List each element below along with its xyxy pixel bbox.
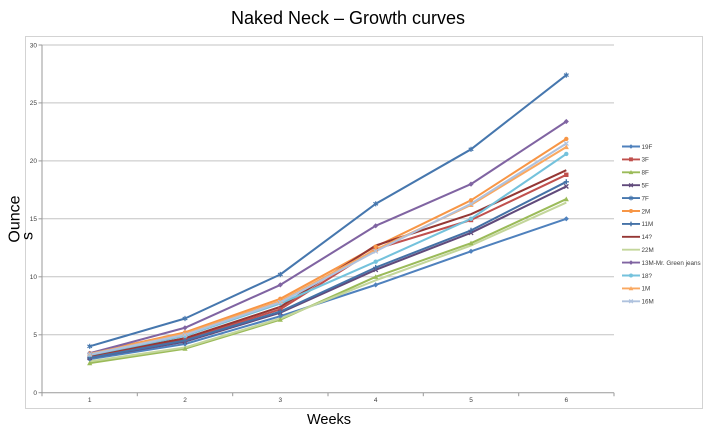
svg-text:Weeks: Weeks: [307, 412, 351, 428]
svg-text:2M: 2M: [642, 208, 651, 215]
svg-text:22M: 22M: [642, 247, 654, 254]
svg-text:15: 15: [30, 216, 38, 223]
svg-text:10: 10: [30, 274, 38, 281]
svg-text:16M: 16M: [642, 299, 654, 306]
svg-text:1M: 1M: [642, 286, 651, 293]
svg-text:25: 25: [30, 100, 38, 107]
svg-text:5: 5: [469, 397, 473, 404]
svg-text:5: 5: [33, 332, 37, 339]
svg-text:s: s: [20, 232, 37, 240]
svg-text:11M: 11M: [642, 221, 654, 228]
svg-text:Ounce: Ounce: [7, 195, 24, 242]
svg-text:Naked Neck – Growth curves: Naked Neck – Growth curves: [231, 8, 465, 28]
svg-text:2: 2: [183, 397, 187, 404]
svg-text:20: 20: [30, 158, 38, 165]
svg-text:14?: 14?: [642, 234, 653, 241]
svg-text:4: 4: [374, 397, 378, 404]
svg-text:3F: 3F: [642, 157, 650, 164]
svg-text:5F: 5F: [642, 183, 650, 190]
svg-text:13M-Mr. Green jeans: 13M-Mr. Green jeans: [642, 260, 701, 267]
svg-text:6: 6: [564, 397, 568, 404]
svg-text:19F: 19F: [642, 144, 653, 151]
svg-text:8F: 8F: [642, 170, 650, 177]
svg-text:7F: 7F: [642, 195, 650, 202]
svg-text:30: 30: [30, 42, 38, 49]
svg-text:1: 1: [88, 397, 92, 404]
svg-text:0: 0: [33, 390, 37, 397]
svg-text:3: 3: [278, 397, 282, 404]
svg-text:18?: 18?: [642, 273, 653, 280]
